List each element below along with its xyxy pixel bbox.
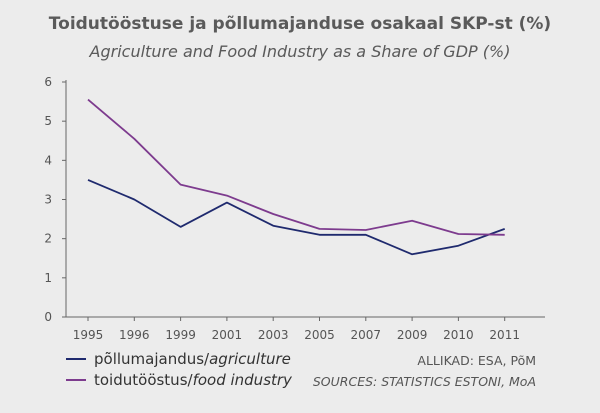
x-tick-label: 2001 bbox=[212, 328, 243, 342]
legend-label-food-industry: toidutööstus/food industry bbox=[94, 370, 292, 389]
legend-label-agriculture: põllumajandus/agriculture bbox=[94, 349, 291, 368]
chart-title: Toidutööstuse ja põllumajanduse osakaal … bbox=[48, 14, 552, 34]
x-tick-label: 2003 bbox=[258, 328, 289, 342]
x-tick-label: 2009 bbox=[397, 328, 428, 342]
sources-line-en: SOURCES: STATISTICS ESTONI, MoA bbox=[312, 374, 536, 389]
series-line-1 bbox=[87, 98, 505, 236]
sources: ALLIKAD: ESA, PõM SOURCES: STATISTICS ES… bbox=[313, 350, 536, 392]
x-tick-label: 2005 bbox=[304, 328, 335, 342]
y-tick-label: 3 bbox=[44, 193, 52, 207]
legend-item-food-industry: toidutööstus/food industry bbox=[66, 369, 292, 390]
x-tick-label: 2011 bbox=[489, 328, 520, 342]
x-tick-label: 2007 bbox=[351, 328, 382, 342]
y-tick-label: 5 bbox=[44, 114, 52, 128]
legend-item-agriculture: põllumajandus/agriculture bbox=[66, 348, 292, 369]
y-tick-label: 4 bbox=[44, 153, 52, 167]
chart-subtitle: Agriculture and Food Industry as a Share… bbox=[89, 42, 511, 61]
axes: 0 1 2 3 4 5 6 1995 1996 1999 2001 2003 2005 2007 2009 2… bbox=[44, 75, 545, 342]
y-tick-label: 1 bbox=[44, 271, 52, 285]
x-tick-label: 1999 bbox=[165, 328, 196, 342]
legend-swatch-agriculture bbox=[66, 357, 86, 360]
y-tick-label: 6 bbox=[44, 75, 52, 89]
y-tick-label: 0 bbox=[44, 310, 52, 324]
sources-line-et: ALLIKAD: ESA, PõM bbox=[417, 353, 536, 368]
x-tick-label: 1996 bbox=[119, 328, 150, 342]
y-tick-label: 2 bbox=[44, 232, 52, 246]
x-tick-label: 2010 bbox=[443, 328, 474, 342]
series-lines bbox=[87, 98, 506, 256]
legend: põllumajandus/agriculture toidutööstus/f… bbox=[66, 348, 292, 390]
x-tick-label: 1995 bbox=[73, 328, 104, 342]
legend-swatch-food-industry bbox=[66, 378, 86, 381]
series-line-0 bbox=[87, 179, 506, 256]
